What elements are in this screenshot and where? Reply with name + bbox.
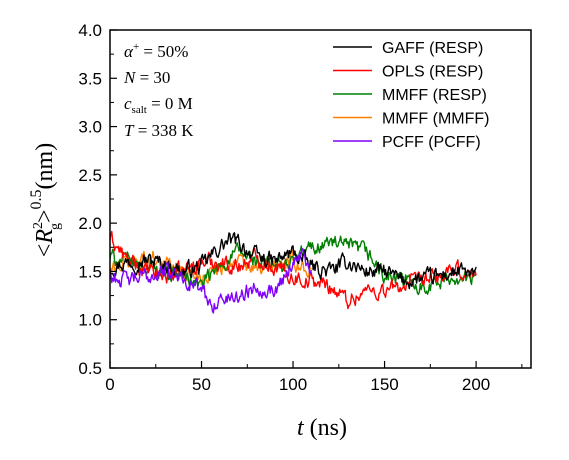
annotation-temperature: T = 338 K xyxy=(124,121,194,140)
y-tick-label: 1.5 xyxy=(78,262,102,281)
legend-entry: GAFF (RESP) xyxy=(382,40,483,57)
series-line xyxy=(109,247,312,314)
y-tick-label: 1.0 xyxy=(78,311,102,330)
x-tick-label: 200 xyxy=(462,375,490,394)
legend-entry: PCFF (PCFF) xyxy=(382,134,481,151)
y-axis-title: <R2 g>0.5(nm) xyxy=(28,143,63,257)
annotation-alpha: α+ = 50% xyxy=(124,41,188,61)
x-tick-label: 50 xyxy=(192,375,211,394)
series-line xyxy=(109,235,477,296)
legend: GAFF (RESP) OPLS (RESP) MMFF (RESP) MMFF (M… xyxy=(333,40,490,151)
y-tick-label: 3.5 xyxy=(78,69,102,88)
y-tick-label: 0.5 xyxy=(78,359,102,378)
legend-entry: OPLS (RESP) xyxy=(382,64,483,81)
legend-entry: MMFF (MMFF) xyxy=(382,111,490,128)
y-tick-label: 3.0 xyxy=(78,118,102,137)
y-tick-label: 2.0 xyxy=(78,214,102,233)
x-tick-label: 100 xyxy=(279,375,307,394)
series-line xyxy=(109,230,477,310)
y-tick-label: 4.0 xyxy=(78,21,102,40)
series-layer xyxy=(109,230,477,314)
ticks-layer: 0 50 100 150 200 0.5 1.0 1.5 2.0 2.5 3.0 3.5 4.0 xyxy=(78,21,523,394)
legend-entry: MMFF (RESP) xyxy=(382,87,487,104)
x-tick-label: 0 xyxy=(105,375,114,394)
annotation-n: N = 30 xyxy=(123,68,170,87)
plot-frame xyxy=(109,29,532,369)
series-line xyxy=(109,232,477,290)
y-tick-label: 2.5 xyxy=(78,166,102,185)
annotation-csalt: csalt = 0 M xyxy=(124,94,193,116)
annotations: α+ = 50% N = 30 csalt = 0 M T = 338 K xyxy=(123,41,194,140)
x-axis-title: t (ns) xyxy=(297,415,347,441)
x-tick-label: 150 xyxy=(370,375,398,394)
